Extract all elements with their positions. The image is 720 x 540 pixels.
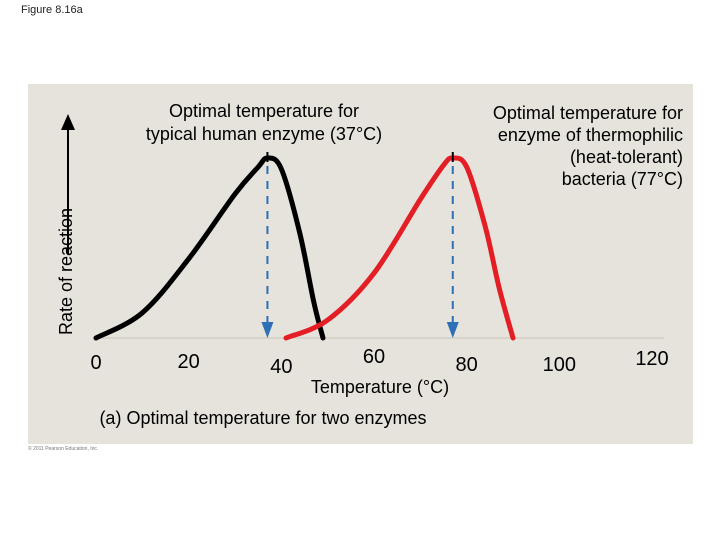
thermophilic-optimum-annotation: Optimal temperature for enzyme of thermop… [493, 103, 683, 189]
chart-caption: (a) Optimal temperature for two enzymes [99, 408, 426, 428]
human-optimum-marker-arrowhead [261, 322, 274, 338]
human-optimum-annotation-line: Optimal temperature for [169, 101, 359, 121]
x-tick-label-0: 0 [90, 352, 101, 374]
x-tick-label-20: 20 [178, 351, 200, 373]
thermophilic-enzyme-curve [283, 155, 516, 341]
thermophilic-optimum-annotation-line: enzyme of thermophilic [498, 125, 683, 145]
x-tick-label-100: 100 [543, 354, 576, 376]
x-tick-label-40: 40 [270, 356, 292, 378]
copyright-notice: © 2011 Pearson Education, Inc. [28, 446, 99, 452]
thermophilic-optimum-annotation-line: Optimal temperature for [493, 103, 683, 123]
thermophilic-optimum-marker-arrowhead [446, 322, 459, 338]
y-axis-arrow-head [61, 114, 75, 130]
thermophilic-optimum-annotation-line: bacteria (77°C) [562, 169, 683, 189]
human-optimum-annotation-line: typical human enzyme (37°C) [146, 124, 382, 144]
figure-label: Figure 8.16a [21, 4, 83, 16]
x-tick-label-120: 120 [635, 348, 668, 370]
human-optimum-annotation: Optimal temperature for typical human enz… [146, 101, 382, 144]
x-axis-title: Temperature (°C) [311, 377, 449, 397]
human-enzyme-curve [93, 155, 326, 341]
y-axis-title: Rate of reaction [56, 208, 76, 335]
x-tick-label-80: 80 [456, 354, 478, 376]
thermophilic-optimum-annotation-line: (heat-tolerant) [570, 147, 683, 167]
x-tick-label-60: 60 [363, 346, 385, 368]
chart-panel [28, 84, 693, 444]
